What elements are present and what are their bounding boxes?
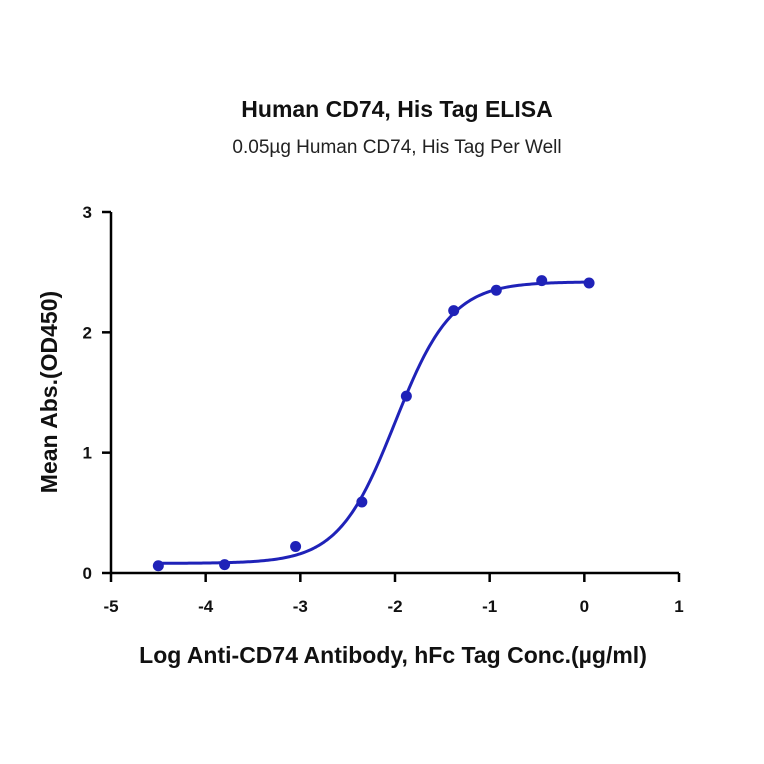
data-point (152, 560, 164, 572)
fit-curve (158, 280, 590, 565)
x-tick-label: 0 (580, 597, 589, 616)
data-point (448, 305, 460, 317)
x-tick-label: 1 (674, 597, 683, 616)
x-tick-label: -5 (103, 597, 118, 616)
y-tick-label: 0 (83, 564, 92, 583)
data-point (536, 275, 548, 287)
data-point (490, 284, 502, 296)
data-point (290, 541, 302, 553)
fit-curve-layer (158, 280, 590, 565)
x-tick-label: -1 (482, 597, 497, 616)
y-tick-label: 1 (83, 444, 92, 463)
data-point (583, 277, 595, 289)
y-tick-label: 3 (83, 203, 92, 222)
data-points (152, 275, 595, 572)
y-axis-label: Mean Abs.(OD450) (36, 291, 62, 493)
data-point (356, 496, 368, 508)
x-tick-label: -2 (387, 597, 402, 616)
data-point (219, 559, 231, 571)
x-tick-label: -3 (293, 597, 308, 616)
chart-title: Human CD74, His Tag ELISA (241, 96, 552, 122)
tick-marks: -5 -4 -3 -2 -1 0 1 0 1 2 3 (83, 203, 684, 616)
data-point (400, 390, 412, 402)
chart-subtitle: 0.05µg Human CD74, His Tag Per Well (232, 137, 561, 158)
x-tick-label: -4 (198, 597, 214, 616)
x-axis-label: Log Anti-CD74 Antibody, hFc Tag Conc.(µg… (139, 642, 647, 668)
axes (109, 212, 679, 575)
y-tick-label: 2 (83, 323, 92, 342)
